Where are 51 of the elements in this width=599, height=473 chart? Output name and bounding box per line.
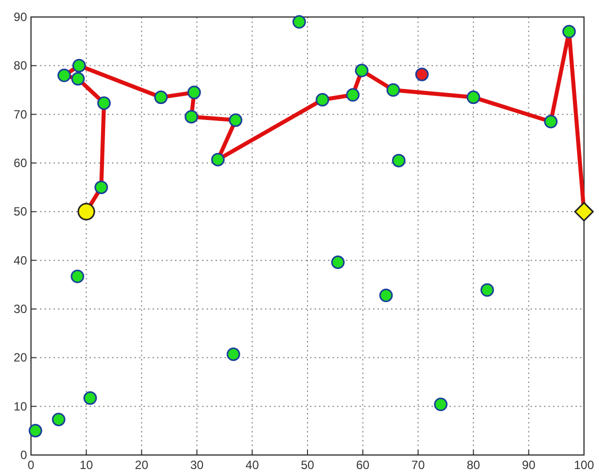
point (57, 68, 71, 82)
y-tick-label: 90 (14, 10, 28, 24)
point (184, 110, 198, 124)
y-tick-label: 30 (14, 302, 28, 316)
point (392, 154, 406, 168)
y-tick-label: 0 (20, 448, 28, 462)
point (154, 90, 168, 104)
point (72, 58, 86, 72)
y-tick-label: 10 (14, 399, 28, 414)
point (354, 64, 368, 78)
point (466, 90, 480, 104)
point (71, 72, 85, 86)
point (211, 152, 225, 166)
point (226, 348, 240, 362)
x-tick-label: 90 (522, 458, 536, 472)
x-tick-label: 50 (300, 458, 314, 472)
y-tick-label: 50 (14, 204, 28, 219)
y-tick-label: 20 (14, 350, 28, 365)
point (83, 391, 97, 405)
point (562, 24, 576, 38)
x-tick-label: 80 (466, 458, 480, 472)
point (52, 412, 66, 426)
point (574, 202, 594, 222)
y-tick-label: 80 (14, 58, 28, 73)
point (70, 270, 84, 284)
point (292, 15, 306, 29)
x-tick-label: 40 (246, 458, 260, 472)
point (316, 92, 330, 106)
x-tick-label: 100 (574, 458, 594, 472)
point (379, 288, 393, 302)
point (78, 202, 96, 220)
point (415, 68, 429, 82)
point (28, 424, 42, 438)
point (331, 256, 345, 270)
y-tick-label: 60 (14, 156, 28, 170)
x-tick-label: 70 (411, 458, 426, 472)
point (187, 86, 201, 100)
x-tick-label: 30 (190, 458, 204, 472)
y-tick-label: 40 (14, 253, 28, 268)
point (386, 83, 400, 97)
point (480, 283, 494, 297)
point (434, 398, 448, 412)
point (228, 113, 242, 127)
point (544, 114, 558, 128)
y-tick-label: 70 (14, 107, 28, 122)
point (346, 88, 360, 102)
x-tick-label: 10 (80, 458, 94, 472)
x-tick-label: 20 (134, 458, 149, 472)
point (94, 180, 108, 194)
x-tick-label: 60 (356, 458, 370, 472)
point (97, 96, 111, 110)
